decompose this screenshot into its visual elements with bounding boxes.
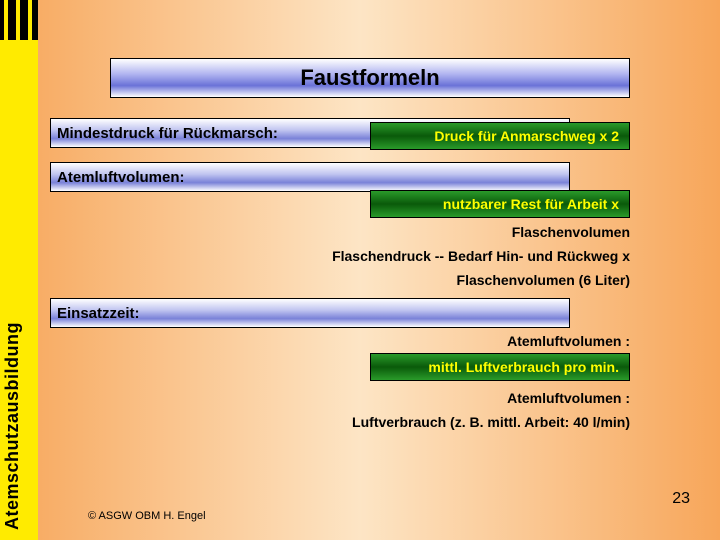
copyright-text: © ASGW OBM H. Engel [88,510,206,522]
section2-line1: Flaschenvolumen [370,224,630,240]
section3-header: Einsatzzeit: [50,298,570,328]
sidebar-title: Atemschutzausbildung [2,322,23,530]
section2-formula1: nutzbarer Rest für Arbeit x [370,190,630,218]
section2-line3: Flaschenvolumen (6 Liter) [370,272,630,288]
section3-line1: Atemluftvolumen : [370,333,630,349]
section3-line3: Luftverbrauch (z. B. mittl. Arbeit: 40 l… [278,414,630,430]
section1-formula: Druck für Anmarschweg x 2 [370,122,630,150]
section2-line2: Flaschendruck -- Bedarf Hin- und Rückweg… [218,248,630,264]
page-number: 23 [672,490,690,508]
logo-emblem [0,0,38,40]
section2-header: Atemluftvolumen: [50,162,570,192]
sidebar-strip: Atemschutzausbildung [0,0,38,540]
section3-line2: Atemluftvolumen : [370,390,630,406]
section3-formula: mittl. Luftverbrauch pro min. [370,353,630,381]
slide-title: Faustformeln [110,58,630,98]
slide-content: Faustformeln Mindestdruck für Rückmarsch… [38,0,720,540]
